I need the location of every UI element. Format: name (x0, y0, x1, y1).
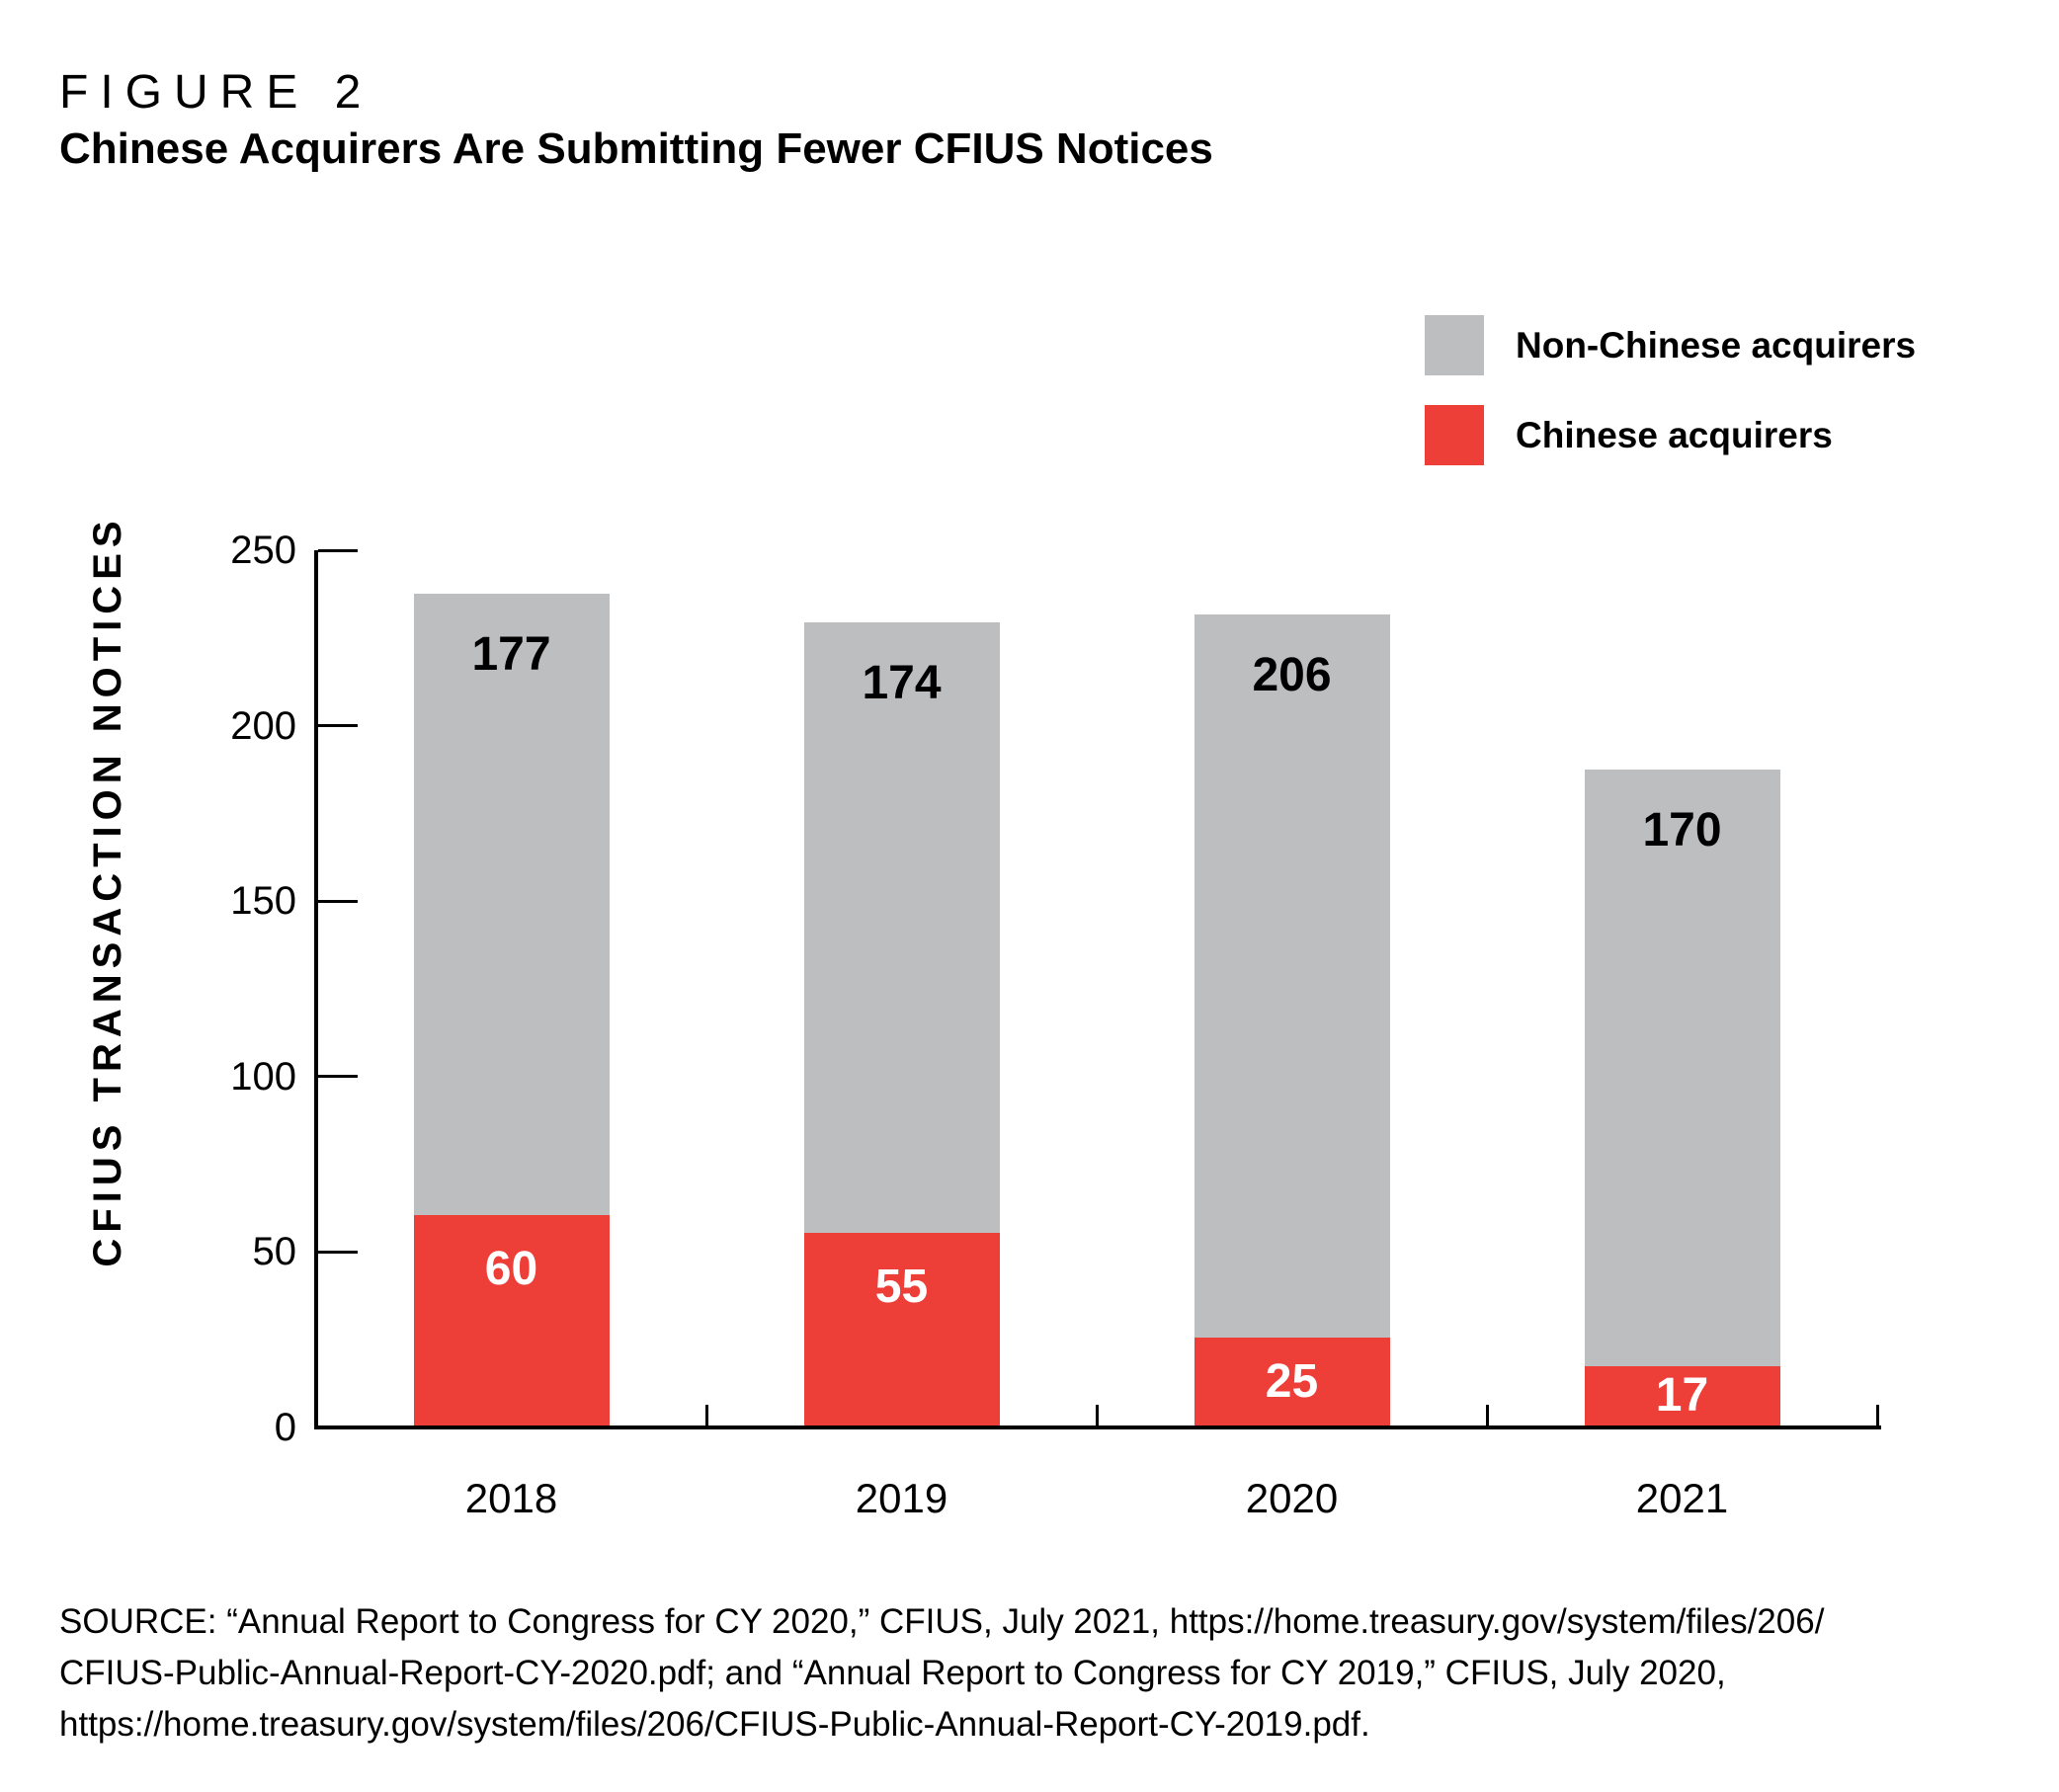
x-axis-category-label: 2021 (1635, 1475, 1729, 1521)
x-axis-category-label: 2019 (855, 1475, 948, 1521)
bar-segment-non-chinese (413, 594, 610, 1215)
y-axis-tick (318, 899, 358, 903)
source-line: CFIUS-Public-Annual-Report-CY-2020.pdf; … (59, 1654, 1726, 1692)
legend-item-non-chinese: Non-Chinese acquirers (1425, 315, 1916, 375)
y-axis-tick-label: 200 (230, 703, 296, 748)
bar-segment-chinese (1584, 1365, 1780, 1425)
y-axis-tick (318, 724, 358, 728)
value-label-chinese: 60 (484, 1242, 538, 1295)
value-label-non-chinese: 177 (471, 628, 551, 682)
source-line: SOURCE: “Annual Report to Congress for C… (59, 1602, 1825, 1641)
legend-label-chinese: Chinese acquirers (1516, 414, 1833, 455)
legend-label-non-chinese: Non-Chinese acquirers (1516, 324, 1917, 366)
figure-number: FIGURE 2 (59, 66, 373, 119)
legend-item-chinese: Chinese acquirers (1425, 405, 1916, 465)
source-note: SOURCE: “Annual Report to Congress for C… (59, 1596, 1824, 1751)
bar-segment-non-chinese (803, 621, 1000, 1233)
value-label-non-chinese: 206 (1252, 649, 1332, 702)
value-label-non-chinese: 170 (1642, 803, 1722, 856)
figure-title: Chinese Acquirers Are Submitting Fewer C… (59, 124, 1213, 173)
y-axis-tick (318, 1075, 358, 1079)
x-axis-tick (704, 1405, 708, 1427)
value-label-chinese: 55 (874, 1260, 929, 1313)
x-axis-category-label: 2018 (464, 1475, 558, 1521)
value-label-non-chinese: 174 (862, 656, 942, 709)
legend-swatch-chinese-icon (1425, 405, 1484, 465)
y-axis-line (314, 550, 318, 1429)
y-axis-tick (318, 548, 358, 552)
y-axis-tick-label: 100 (230, 1054, 296, 1099)
y-axis-tick-label: 250 (230, 529, 296, 572)
bar-segment-chinese (803, 1232, 1000, 1425)
x-axis-tick (1875, 1405, 1879, 1427)
x-axis-category-label: 2020 (1245, 1475, 1339, 1521)
legend-swatch-non-chinese-icon (1425, 315, 1484, 375)
bar-segment-chinese (1194, 1338, 1390, 1425)
y-axis-tick-label: 0 (274, 1406, 296, 1449)
source-line: https://home.treasury.gov/system/files/2… (59, 1705, 1370, 1744)
bar-segment-chinese (413, 1214, 610, 1425)
y-axis-tick-label: 50 (252, 1230, 297, 1274)
x-axis-line (314, 1425, 1881, 1429)
value-label-chinese: 17 (1655, 1368, 1709, 1422)
bar-segment-non-chinese (1584, 769, 1780, 1366)
chart-legend: Non-Chinese acquirers Chinese acquirers (1425, 315, 1916, 495)
x-axis-tick (1095, 1405, 1099, 1427)
y-axis-tick (318, 1250, 358, 1254)
value-label-chinese: 25 (1265, 1354, 1319, 1408)
x-axis-tick (1485, 1405, 1489, 1427)
y-axis-tick-label: 150 (230, 879, 296, 924)
bar-segment-non-chinese (1194, 614, 1390, 1339)
